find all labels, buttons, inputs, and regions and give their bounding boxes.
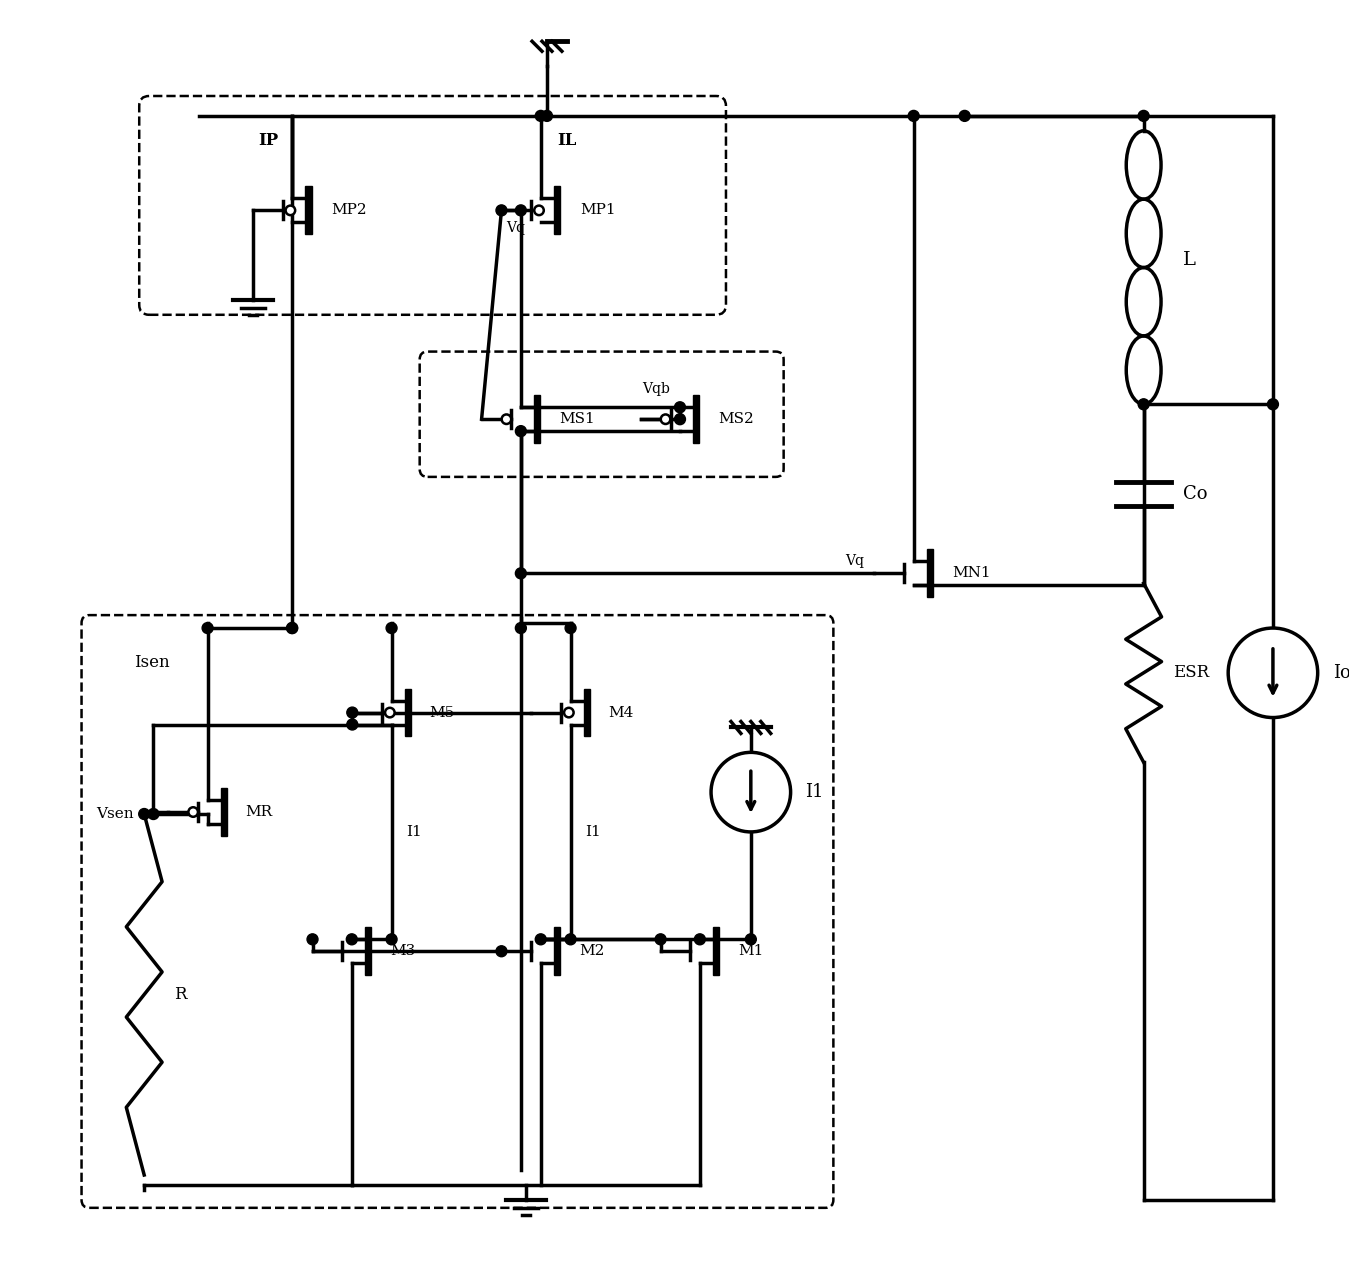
Circle shape — [308, 934, 318, 945]
Text: M3: M3 — [390, 945, 415, 959]
Text: M4: M4 — [608, 705, 634, 719]
Circle shape — [347, 719, 357, 729]
Circle shape — [286, 206, 295, 215]
Circle shape — [674, 414, 685, 425]
Text: M1: M1 — [738, 945, 764, 959]
Circle shape — [515, 425, 526, 437]
Text: IL: IL — [557, 132, 576, 149]
Circle shape — [534, 206, 544, 215]
Bar — [405, 689, 411, 737]
Circle shape — [1268, 398, 1279, 410]
Bar — [220, 788, 227, 836]
Circle shape — [536, 111, 546, 121]
Circle shape — [661, 415, 670, 424]
Circle shape — [496, 946, 507, 957]
Text: I1: I1 — [585, 825, 602, 839]
Circle shape — [286, 622, 298, 634]
Bar — [927, 550, 934, 597]
Bar — [693, 396, 699, 443]
Bar — [534, 396, 540, 443]
Text: MS2: MS2 — [718, 412, 754, 426]
Circle shape — [1139, 111, 1149, 121]
Text: MR: MR — [246, 805, 272, 819]
Text: Isen: Isen — [135, 654, 170, 671]
Text: M2: M2 — [579, 945, 604, 959]
Text: MS1: MS1 — [558, 412, 595, 426]
Circle shape — [384, 708, 395, 718]
Bar — [712, 928, 719, 975]
Circle shape — [139, 808, 150, 820]
Circle shape — [565, 622, 576, 634]
Text: R: R — [174, 987, 186, 1003]
Circle shape — [536, 934, 546, 945]
Circle shape — [496, 205, 507, 216]
Circle shape — [502, 415, 511, 424]
Text: Co: Co — [1183, 485, 1207, 503]
Circle shape — [1228, 628, 1318, 718]
Circle shape — [515, 205, 526, 216]
Text: MP2: MP2 — [331, 204, 367, 218]
Circle shape — [908, 111, 919, 121]
Circle shape — [347, 707, 357, 718]
Circle shape — [656, 934, 666, 945]
Circle shape — [565, 934, 576, 945]
Circle shape — [541, 111, 553, 121]
Bar — [305, 187, 312, 234]
Text: Vsen: Vsen — [97, 807, 135, 821]
Circle shape — [202, 622, 213, 634]
Circle shape — [711, 752, 791, 833]
Circle shape — [148, 808, 159, 820]
Circle shape — [959, 111, 970, 121]
Text: I1: I1 — [805, 783, 824, 801]
Bar — [584, 689, 590, 737]
Circle shape — [515, 568, 526, 579]
Text: Io: Io — [1333, 663, 1349, 682]
Text: IP: IP — [259, 132, 279, 149]
Bar — [364, 928, 371, 975]
Circle shape — [386, 622, 397, 634]
Circle shape — [695, 934, 706, 945]
Circle shape — [564, 708, 573, 718]
Text: ESR: ESR — [1174, 665, 1210, 681]
Text: I1: I1 — [406, 825, 422, 839]
Circle shape — [515, 622, 526, 634]
Circle shape — [1139, 398, 1149, 410]
Bar — [553, 187, 560, 234]
Circle shape — [386, 934, 397, 945]
Circle shape — [674, 402, 685, 412]
Text: Vq: Vq — [846, 555, 865, 569]
Circle shape — [746, 934, 757, 945]
Text: M5: M5 — [429, 705, 455, 719]
Circle shape — [286, 622, 298, 634]
Text: L: L — [1183, 251, 1197, 269]
Text: MN1: MN1 — [952, 566, 992, 580]
Text: Vq: Vq — [506, 222, 526, 236]
Circle shape — [189, 807, 198, 817]
Text: Vqb: Vqb — [642, 382, 670, 396]
Text: MP1: MP1 — [580, 204, 615, 218]
Circle shape — [347, 934, 357, 945]
Bar — [553, 928, 560, 975]
